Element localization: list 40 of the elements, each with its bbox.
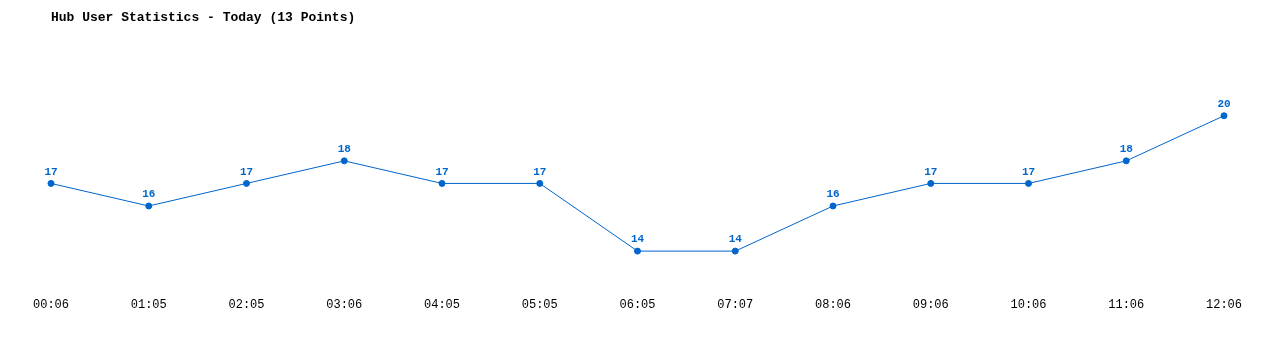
x-tick-label: 10:06	[1010, 297, 1047, 312]
point	[1122, 157, 1130, 165]
point	[829, 202, 837, 210]
x-tick-label: 12:06	[1205, 297, 1243, 312]
x-tick-label: 04:05	[423, 297, 461, 312]
point	[634, 247, 641, 255]
data-label: 17	[239, 165, 254, 178]
x-tick-label: 06:05	[619, 297, 656, 312]
x-tick-label: 01:05	[130, 297, 167, 312]
data-label: 17	[435, 165, 449, 178]
data-label: 14	[630, 233, 645, 246]
point	[340, 157, 348, 165]
data-label: 16	[826, 188, 840, 201]
point	[47, 179, 55, 187]
x-tick-label: 00:06	[32, 297, 70, 312]
x-tick-label: 03:06	[326, 297, 363, 312]
data-label: 20	[1217, 98, 1231, 111]
x-tick-label: 07:07	[717, 297, 754, 312]
data-label: 16	[142, 188, 156, 201]
point	[536, 179, 544, 187]
chart-title: Hub User Statistics - Today (13 Points)	[51, 10, 356, 26]
point	[243, 179, 250, 187]
data-label: 17	[533, 165, 547, 178]
point	[1220, 112, 1228, 120]
x-tick-label: 09:06	[912, 297, 949, 312]
data-label: 17	[1021, 165, 1036, 178]
x-tick-label: 02:05	[228, 297, 265, 312]
x-tick-label: 11:06	[1108, 297, 1145, 312]
point	[731, 247, 739, 255]
x-tick-label: 08:06	[814, 297, 852, 312]
data-label: 18	[1119, 143, 1134, 156]
point	[145, 202, 153, 210]
point	[927, 179, 935, 187]
point	[438, 179, 446, 187]
data-label: 17	[924, 165, 938, 178]
x-tick-label: 05:05	[521, 297, 558, 312]
data-label: 17	[44, 165, 58, 178]
point	[1025, 179, 1032, 187]
data-label: 14	[728, 233, 743, 246]
data-label: 18	[337, 143, 352, 156]
